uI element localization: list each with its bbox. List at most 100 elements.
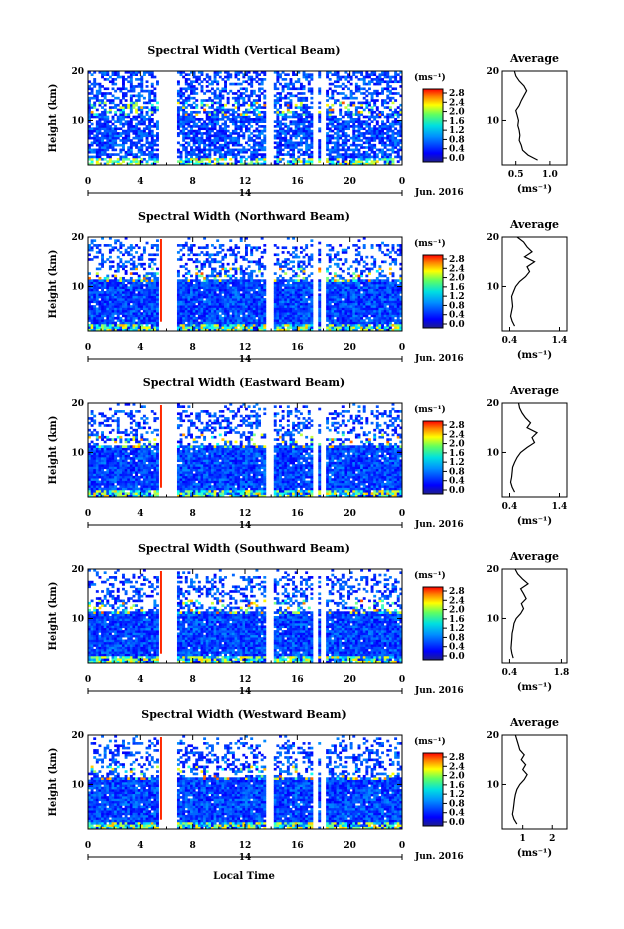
- heatmap-cell: [197, 328, 201, 332]
- heatmap-cell: [182, 113, 186, 116]
- heatmap-cell: [247, 134, 251, 138]
- heatmap-cell: [239, 298, 243, 301]
- heatmap-cell: [297, 132, 301, 135]
- heatmap-cell: [98, 314, 102, 318]
- heatmap-cell: [328, 108, 332, 112]
- heatmap-cell: [111, 328, 115, 332]
- heatmap-cell: [331, 326, 335, 329]
- heatmap-cell: [362, 96, 366, 100]
- heatmap-cell: [396, 73, 400, 76]
- heatmap-cell: [258, 118, 261, 121]
- heatmap-cell: [258, 141, 261, 145]
- heatmap-cell: [289, 279, 293, 282]
- heatmap-cell: [184, 316, 188, 320]
- heatmap-cell: [205, 122, 209, 126]
- heatmap-cell: [124, 293, 128, 297]
- heatmap-cell: [111, 319, 115, 322]
- heatmap-cell: [302, 96, 306, 100]
- heatmap-cell: [200, 155, 204, 159]
- heatmap-cell: [250, 125, 254, 128]
- heatmap-cell: [124, 286, 128, 289]
- heatmap-cell: [142, 122, 146, 126]
- heatmap-cell: [197, 326, 201, 329]
- heatmap-cell: [218, 103, 222, 107]
- heatmap-cell: [344, 295, 348, 299]
- heatmap-cell: [190, 89, 193, 93]
- heatmap-cell: [307, 122, 311, 126]
- heatmap-cell: [190, 157, 193, 161]
- heatmap-cell: [224, 279, 227, 282]
- heatmap-cell: [307, 291, 311, 294]
- heatmap-cell: [339, 75, 343, 79]
- heatmap-cell: [190, 136, 193, 140]
- heatmap-cell: [95, 150, 99, 154]
- heatmap-cell: [106, 326, 110, 329]
- heatmap-cell: [399, 307, 403, 311]
- heatmap-cell: [124, 307, 128, 311]
- heatmap-cell: [354, 143, 358, 147]
- heatmap-cell: [341, 309, 345, 313]
- heatmap-cell: [302, 293, 306, 297]
- heatmap-cell: [124, 302, 128, 306]
- heatmap-cell: [354, 134, 358, 138]
- heatmap-cell: [95, 284, 99, 287]
- heatmap-cell: [239, 157, 243, 161]
- heatmap-cell: [205, 127, 209, 131]
- heatmap-cell: [192, 323, 196, 327]
- heatmap-cell: [182, 298, 186, 301]
- heatmap-cell: [255, 75, 259, 79]
- heatmap-cell: [352, 153, 356, 156]
- heatmap-cell: [381, 157, 384, 161]
- heatmap-cell: [210, 87, 214, 91]
- heatmap-cell: [354, 160, 358, 163]
- heatmap-cell: [208, 326, 212, 329]
- heatmap-cell: [150, 298, 154, 301]
- heatmap-cell: [373, 92, 377, 95]
- heatmap-cell: [381, 319, 384, 322]
- heatmap-cell: [391, 141, 395, 145]
- heatmap-cell: [255, 134, 259, 138]
- heatmap-cell: [242, 162, 246, 166]
- heatmap-cell: [129, 293, 133, 297]
- heatmap-cell: [302, 286, 306, 289]
- heatmap-cell: [200, 103, 204, 107]
- heatmap-cell: [360, 71, 364, 74]
- heatmap-cell: [349, 157, 353, 161]
- heatmap-cell: [239, 150, 243, 154]
- heatmap-cell: [273, 293, 277, 297]
- heatmap-cell: [224, 85, 227, 88]
- heatmap-cell: [122, 305, 125, 308]
- heatmap-cell: [394, 127, 398, 131]
- heatmap-cell: [137, 122, 141, 126]
- heatmap-cell: [276, 160, 280, 163]
- heatmap-cell: [129, 305, 133, 308]
- heatmap-cell: [197, 323, 201, 327]
- heatmap-cell: [252, 110, 256, 114]
- heatmap-cell: [326, 73, 330, 76]
- heatmap-cell: [260, 319, 264, 322]
- heatmap-cell: [357, 293, 361, 297]
- heatmap-cell: [218, 99, 222, 102]
- heatmap-cell: [391, 110, 395, 114]
- heatmap-cell: [140, 319, 144, 322]
- heatmap-cell: [90, 92, 94, 95]
- heatmap-cell: [357, 127, 361, 131]
- heatmap-cell: [310, 143, 314, 147]
- heatmap-cell: [224, 305, 227, 308]
- heatmap-cell: [260, 132, 264, 135]
- heatmap-cell: [101, 302, 104, 306]
- heatmap-cell: [362, 286, 366, 289]
- heatmap-cell: [354, 307, 358, 311]
- heatmap-cell: [252, 155, 256, 159]
- heatmap-cell: [284, 132, 288, 135]
- heatmap-cell: [137, 279, 141, 282]
- heatmap-cell: [229, 309, 233, 313]
- heatmap-cell: [205, 286, 209, 289]
- heatmap-cell: [336, 160, 340, 163]
- heatmap-cell: [383, 132, 387, 135]
- heatmap-cell: [399, 286, 403, 289]
- heatmap-cell: [108, 316, 112, 320]
- heatmap-cell: [339, 108, 343, 112]
- heatmap-cell: [360, 87, 364, 91]
- heatmap-cell: [221, 106, 225, 109]
